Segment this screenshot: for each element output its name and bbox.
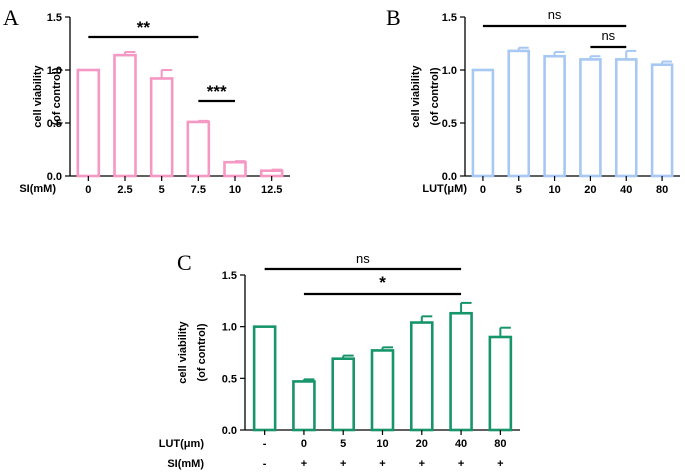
significance-label: ns	[356, 251, 370, 266]
y-tick-label: 1.0	[442, 65, 457, 77]
y-tick-label: 0.5	[47, 118, 62, 130]
x-axis-title: LUT(μM)	[422, 183, 467, 195]
bar	[614, 58, 638, 178]
x-tick-label: 80	[656, 184, 668, 196]
x-tick-label: 10	[229, 184, 241, 196]
y-axis-title: cell viability	[177, 320, 189, 383]
x-tick-label: -	[263, 438, 267, 450]
bar	[259, 169, 284, 178]
bar	[149, 77, 174, 178]
x-tick-label: 40	[620, 184, 632, 196]
x-tick-label-row2: +	[419, 458, 425, 470]
bar	[507, 49, 531, 178]
x-tick-label: 0	[480, 184, 486, 196]
panel-c: C 0.0 0.5 1.0 1.5 cell viability (of control) -…	[159, 250, 520, 470]
y-tick-label: 1.5	[442, 12, 457, 24]
panel-label-a: A	[3, 5, 19, 30]
y-tick-label: 1.0	[47, 65, 62, 77]
x-tick-label: 40	[455, 438, 467, 450]
x-tick-label: 5	[159, 184, 165, 196]
bar	[223, 160, 247, 178]
x-tick-label: 10	[376, 438, 388, 450]
y-tick-label: 0.0	[442, 171, 457, 183]
bar	[113, 53, 137, 178]
bar	[292, 380, 316, 432]
significance-label: *	[379, 273, 386, 292]
bar	[186, 120, 211, 178]
y-tick-label: 0.5	[222, 373, 237, 385]
x-tick-label-row2: +	[340, 458, 346, 470]
y-tick-label: 0.0	[222, 425, 237, 437]
bar	[471, 68, 495, 178]
row-label-si: SI(mM)	[167, 458, 204, 470]
panel-label-b: B	[386, 5, 401, 30]
bar	[409, 321, 434, 432]
x-tick-label-row2: +	[379, 458, 385, 470]
y-tick-label: 0.0	[47, 171, 62, 183]
y-tick-label: 1.5	[47, 12, 62, 24]
bar	[252, 325, 277, 432]
y-tick-label: 1.0	[222, 322, 237, 334]
significance-label: ***	[207, 82, 227, 101]
panel-label-c: C	[177, 250, 192, 275]
significance-label: ns	[548, 7, 562, 22]
x-tick-label: 2.5	[117, 184, 132, 196]
x-tick-label-row2: +	[458, 458, 464, 470]
x-tick-label: 12.5	[261, 184, 282, 196]
x-tick-label-row2: +	[301, 458, 307, 470]
y-tick-label: 0.5	[442, 118, 457, 130]
y-axis-subtitle: (of control)	[51, 67, 63, 125]
significance-label: ns	[601, 28, 615, 43]
bar	[543, 54, 566, 178]
y-tick-label: 1.5	[222, 270, 237, 282]
x-tick-label: 20	[416, 438, 428, 450]
y-axis-title: cell viability	[32, 64, 44, 127]
x-tick-label: 7.5	[191, 184, 206, 196]
bar	[650, 63, 674, 178]
y-axis-title: cell viability	[410, 64, 422, 127]
x-tick-label: 0	[301, 438, 307, 450]
bar	[331, 357, 356, 432]
x-tick-label: 10	[548, 184, 560, 196]
x-tick-label: 5	[516, 184, 522, 196]
y-axis-subtitle: (of control)	[429, 67, 441, 125]
y-axis-subtitle: (of control)	[196, 323, 208, 381]
bar	[76, 68, 101, 178]
x-tick-label: 80	[494, 438, 506, 450]
x-axis-title: SI(mM)	[19, 183, 56, 195]
bar	[579, 58, 602, 178]
bar	[449, 311, 473, 432]
panel-b: B 0.0 0.5 1.0 1.5 cell viability (of control) 0…	[386, 5, 680, 196]
x-tick-label: 5	[340, 438, 346, 450]
bar	[488, 335, 513, 432]
x-tick-label-row2: -	[263, 458, 267, 470]
x-tick-label: 0	[85, 184, 91, 196]
significance-label: **	[137, 18, 151, 37]
x-tick-label: 20	[584, 184, 596, 196]
panel-a: A 0.0 0.5 1.0 1.5 cell viability (of control) 0…	[3, 5, 290, 196]
bar	[370, 349, 395, 432]
row-label-lut: LUT(μm)	[159, 438, 205, 450]
x-tick-label-row2: +	[497, 458, 503, 470]
